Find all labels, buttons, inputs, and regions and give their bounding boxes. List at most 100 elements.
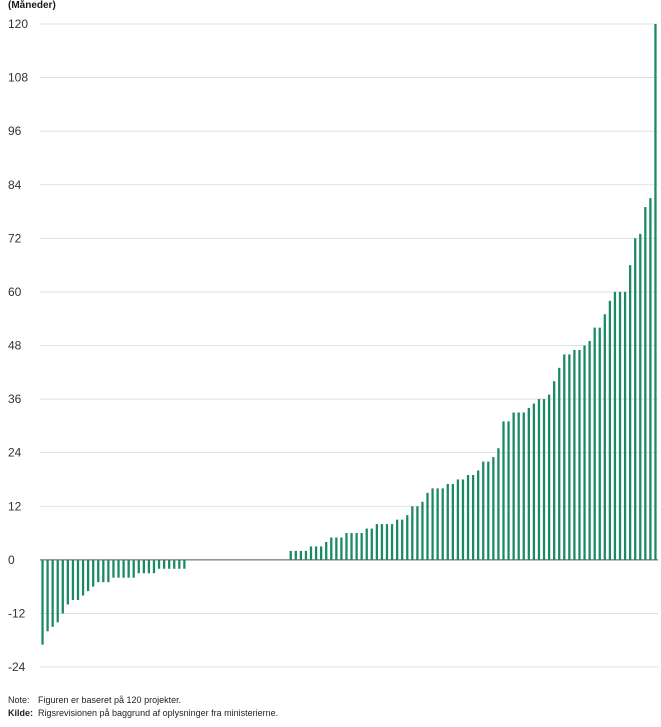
bar xyxy=(375,524,379,560)
bar xyxy=(497,448,500,560)
bar xyxy=(502,421,505,560)
y-tick-label: -12 xyxy=(8,606,26,620)
bar xyxy=(537,399,541,560)
bar xyxy=(340,537,343,560)
y-tick-label: 108 xyxy=(8,71,28,85)
y-tick-label: 12 xyxy=(8,499,22,513)
bar xyxy=(623,291,627,560)
bar xyxy=(66,559,70,605)
bar xyxy=(553,381,556,560)
bar xyxy=(335,537,338,560)
bar xyxy=(588,341,591,560)
note-label: Note: xyxy=(8,695,30,705)
y-tick-label: 120 xyxy=(8,17,28,31)
bar xyxy=(563,354,566,560)
y-tick-label: 24 xyxy=(8,446,22,460)
bar xyxy=(451,483,454,560)
bar xyxy=(441,488,444,560)
bar xyxy=(527,408,530,560)
y-tick-label: -24 xyxy=(8,660,26,674)
bar xyxy=(512,412,515,560)
bar xyxy=(568,354,571,560)
bar xyxy=(370,528,373,560)
bar xyxy=(330,537,333,560)
bar xyxy=(97,559,100,583)
y-tick-label: 36 xyxy=(8,392,22,406)
bar xyxy=(401,519,404,560)
footnotes: Note: Figuren er baseret på 120 projekter… xyxy=(8,694,278,720)
bar xyxy=(102,559,105,583)
bar xyxy=(365,528,368,560)
bar xyxy=(157,559,161,569)
bar xyxy=(644,207,647,560)
bar xyxy=(122,559,125,578)
bar xyxy=(608,300,612,560)
y-tick-label: 60 xyxy=(8,285,22,299)
bar xyxy=(112,559,115,578)
bar xyxy=(583,345,586,560)
bar xyxy=(654,24,657,560)
y-tick-label: 72 xyxy=(8,231,22,245)
bar xyxy=(86,559,90,592)
bar xyxy=(304,550,308,560)
bar xyxy=(46,559,49,632)
bar xyxy=(456,479,460,560)
bar xyxy=(178,559,181,569)
bar xyxy=(127,559,130,578)
bar xyxy=(522,412,525,560)
bar xyxy=(482,461,485,560)
bar xyxy=(487,461,490,560)
note-line: Note: Figuren er baseret på 120 projekter… xyxy=(8,694,278,707)
bar xyxy=(299,550,303,560)
source-label: Kilde: xyxy=(8,708,34,718)
bar xyxy=(162,559,166,569)
bar xyxy=(395,519,399,560)
bar xyxy=(547,394,551,560)
bar xyxy=(461,479,465,560)
bar xyxy=(168,559,171,569)
bar xyxy=(406,515,409,560)
bar xyxy=(385,524,389,560)
y-tick-label: 0 xyxy=(8,553,15,567)
bar xyxy=(603,314,606,560)
y-tick-label: 84 xyxy=(8,178,22,192)
bar xyxy=(289,550,292,560)
bar xyxy=(634,238,637,560)
bar xyxy=(598,327,601,560)
bar xyxy=(628,265,632,560)
bar xyxy=(71,559,75,601)
bar xyxy=(426,492,429,560)
y-tick-label: 48 xyxy=(8,339,22,353)
bar xyxy=(649,198,652,560)
bar xyxy=(314,546,318,560)
bar xyxy=(147,559,151,574)
bars xyxy=(41,24,657,645)
bar xyxy=(117,559,120,578)
bar xyxy=(421,501,424,560)
bar xyxy=(183,559,186,569)
bar xyxy=(350,533,353,560)
bar xyxy=(92,559,95,587)
bar xyxy=(613,291,617,560)
bar xyxy=(411,506,414,560)
bar xyxy=(61,559,64,614)
bar xyxy=(436,488,439,560)
y-tick-label: 96 xyxy=(8,124,22,138)
bar xyxy=(345,533,348,560)
bar xyxy=(309,546,313,560)
bar xyxy=(618,291,622,560)
bar xyxy=(517,412,520,560)
bar xyxy=(477,470,480,560)
bar xyxy=(41,559,44,645)
bar xyxy=(319,546,323,560)
bar xyxy=(542,399,546,560)
bar xyxy=(56,559,59,623)
bar xyxy=(152,559,156,574)
source-line: Kilde: Rigsrevisionen på baggrund af oply… xyxy=(8,707,278,720)
note-text: Figuren er baseret på 120 projekter. xyxy=(38,695,182,705)
bar xyxy=(355,533,358,560)
bar xyxy=(639,233,642,560)
bar xyxy=(446,483,449,560)
